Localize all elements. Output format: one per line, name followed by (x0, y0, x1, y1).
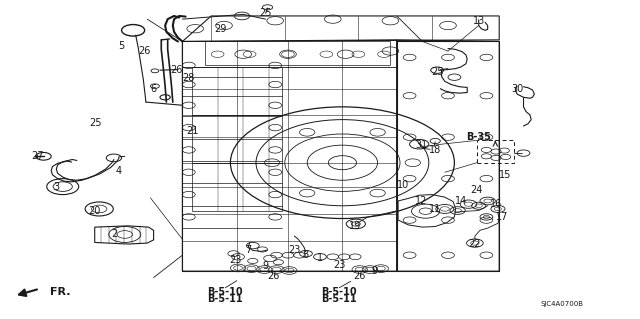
Text: 8: 8 (303, 250, 309, 260)
Text: B-5-10: B-5-10 (321, 287, 357, 297)
Text: 10: 10 (397, 180, 410, 190)
Text: 13: 13 (472, 16, 485, 26)
Text: 4: 4 (115, 166, 122, 176)
Text: 26: 26 (353, 271, 366, 281)
Text: 25: 25 (431, 67, 444, 77)
Text: 28: 28 (182, 73, 195, 83)
Text: 29: 29 (214, 24, 227, 34)
Text: B-5-11: B-5-11 (321, 294, 357, 304)
Text: 23: 23 (229, 255, 242, 265)
Text: B-35: B-35 (467, 132, 491, 142)
Text: 3: 3 (53, 182, 60, 192)
Text: 22: 22 (468, 239, 481, 249)
Text: 9: 9 (371, 266, 378, 276)
Text: B-5-11: B-5-11 (207, 294, 243, 304)
Text: 1: 1 (317, 253, 323, 263)
Text: 26: 26 (138, 46, 150, 56)
Text: 24: 24 (470, 185, 483, 195)
Text: B-5-10: B-5-10 (207, 287, 243, 297)
Text: 18: 18 (429, 145, 442, 155)
Text: 19: 19 (349, 221, 362, 232)
Text: 25: 25 (90, 118, 102, 128)
Text: 12: 12 (415, 196, 428, 206)
Text: 21: 21 (186, 126, 198, 136)
Text: 2: 2 (111, 229, 117, 240)
Text: 11: 11 (429, 204, 442, 214)
Text: 17: 17 (496, 212, 509, 222)
Text: 26: 26 (170, 65, 182, 75)
Text: 27: 27 (31, 151, 44, 161)
Text: 15: 15 (499, 170, 512, 181)
Text: 30: 30 (511, 84, 524, 94)
Text: 23: 23 (288, 245, 301, 256)
Text: 23: 23 (333, 260, 346, 271)
Bar (477, 140, 514, 163)
Text: 9: 9 (262, 261, 269, 271)
Text: SJC4A0700B: SJC4A0700B (541, 301, 584, 307)
Text: 16: 16 (490, 199, 502, 209)
Text: 5: 5 (118, 41, 125, 51)
Text: 7: 7 (245, 245, 252, 256)
Text: FR.: FR. (50, 287, 70, 297)
Text: 6: 6 (150, 84, 157, 94)
Text: 25: 25 (259, 8, 272, 18)
Text: 20: 20 (88, 205, 101, 216)
Text: 26: 26 (268, 271, 280, 281)
Text: 14: 14 (454, 196, 467, 206)
Text: 31: 31 (415, 140, 428, 150)
